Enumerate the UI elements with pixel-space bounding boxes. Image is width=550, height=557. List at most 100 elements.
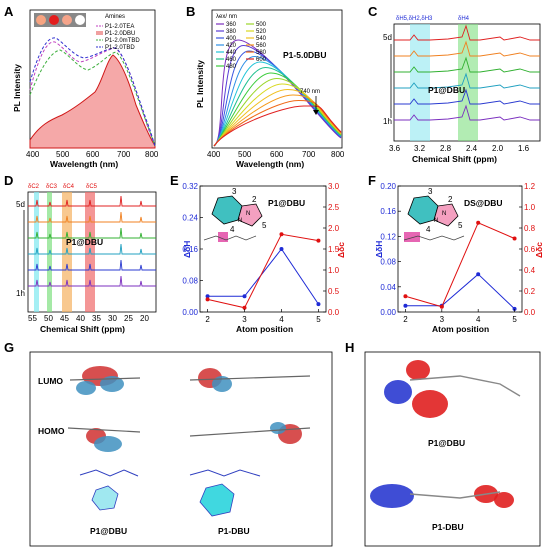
nmr-trace (28, 243, 156, 255)
svg-text:4: 4 (426, 225, 431, 234)
panel-letter-f: F (368, 173, 376, 188)
annotation-740: 740 nm (300, 89, 320, 95)
panel-b: B λex/ nm 360380400420440460480500520540… (186, 4, 345, 169)
svg-text:500: 500 (238, 150, 252, 159)
tick-label: 0.08 (380, 258, 396, 267)
legend-a: P1-2.0TEA P1-2.0DBU P1-2.0mTBD P1-2.0TBD (96, 24, 140, 51)
ylabel-left-f: ΔδH (374, 241, 384, 258)
structures-g (79, 469, 261, 517)
legend-title-b: λex/ nm (216, 14, 237, 20)
data-point (439, 304, 444, 309)
sample-f: DS@DBU (464, 198, 503, 208)
svg-text:3.2: 3.2 (414, 144, 426, 153)
tick-label: 0.4 (524, 266, 536, 275)
svg-text:600: 600 (270, 150, 284, 159)
legend-item: 380 (226, 29, 237, 35)
svg-text:800: 800 (145, 150, 159, 159)
peak-label-c4: δC4 (63, 184, 75, 190)
tick-label: 1.5 (328, 245, 340, 254)
nmr-trace (394, 24, 540, 41)
caption-h-top: P1@DBU (428, 438, 465, 448)
spectra-d (28, 195, 156, 287)
chart-marks-e (205, 232, 321, 310)
svg-text:35: 35 (92, 314, 101, 323)
time-bottom-d: 1h (16, 289, 25, 298)
tick-label: 0.20 (380, 182, 396, 191)
vial-4 (75, 15, 85, 25)
svg-text:30: 30 (108, 314, 117, 323)
legend-item: 400 (226, 36, 237, 42)
spectra-c (394, 24, 540, 121)
legend-item: 500 (256, 22, 267, 28)
curve-mtbd (29, 49, 156, 147)
legend-item: P1-2.0mTBD (105, 38, 140, 44)
caption-h-bottom: P1-DBU (432, 522, 464, 532)
xticks-a: 400 500 600 700 800 (26, 150, 159, 159)
highlight-h523 (410, 24, 430, 141)
panel-letter-g: G (4, 340, 14, 355)
tick-label: 4 (476, 315, 481, 324)
emission-curve (213, 88, 342, 147)
vial-1 (36, 15, 46, 25)
panel-letter-c: C (368, 4, 378, 19)
tick-label: 5 (512, 315, 517, 324)
curve-tbd (29, 37, 156, 147)
xticks-f: 2 3 4 5 (403, 309, 517, 324)
panel-e: E N N 3 2 4 5 P1@DBU ΔδH Δδc 0.00 0.08 0.1… (170, 173, 346, 334)
highlight-c4 (62, 192, 72, 312)
svg-text:700: 700 (302, 150, 316, 159)
legend-item: 440 (226, 50, 237, 56)
caption-g-right: P1-DBU (218, 526, 250, 536)
svg-text:3: 3 (428, 187, 433, 196)
tick-label: 2.0 (328, 224, 340, 233)
legend-item: 600 (256, 57, 267, 63)
emission-curve (213, 105, 342, 147)
svg-text:1.6: 1.6 (518, 144, 530, 153)
data-point (512, 236, 517, 241)
curve-tea (29, 41, 156, 147)
tick-label: 0.00 (182, 308, 198, 317)
yticks-right-f: 0.0 0.2 0.4 0.6 0.8 1.0 1.2 (519, 182, 536, 317)
yticks-right-e: 0.0 0.5 1.0 1.5 2.0 2.5 3.0 (323, 182, 340, 317)
nmr-trace (28, 259, 156, 271)
panel-g: G LUMO HOMO P1@DBU P1-DBU (4, 340, 333, 547)
data-point (242, 294, 247, 299)
peak-label-c3: δC3 (46, 184, 58, 190)
legend-item: 520 (256, 29, 267, 35)
sample-b: P1-5.0DBU (283, 50, 326, 60)
svg-text:500: 500 (56, 150, 70, 159)
series-line (405, 273, 515, 310)
svg-text:400: 400 (26, 150, 40, 159)
sample-e: P1@DBU (268, 198, 305, 208)
ylabel-left-e: ΔδH (182, 241, 192, 258)
vial-strip (34, 13, 86, 27)
label-homo: HOMO (38, 426, 65, 436)
nmr-trace (28, 195, 156, 207)
peak-label-c4: δH4 (458, 16, 470, 22)
tick-label: 4 (279, 315, 284, 324)
xlabel-b: Wavelength (nm) (236, 159, 304, 169)
nmr-trace (394, 56, 540, 73)
svg-text:2: 2 (448, 195, 453, 204)
data-point (403, 303, 408, 308)
emission-curve (213, 99, 342, 147)
xlabel-d: Chemical Shift (ppm) (40, 324, 125, 334)
data-point (403, 294, 408, 299)
ylabel-right-f: Δδc (534, 242, 544, 258)
svg-text:2.4: 2.4 (466, 144, 478, 153)
legend-item: 560 (256, 43, 267, 49)
emission-curve (213, 66, 342, 147)
tick-label: 0.2 (524, 287, 536, 296)
legend-title-a: Amines (105, 14, 125, 20)
xlabel-e: Atom position (236, 324, 293, 334)
highlight-c5 (85, 192, 95, 312)
panel-letter-d: D (4, 173, 13, 188)
svg-text:4: 4 (230, 225, 235, 234)
legend-item: 460 (226, 57, 237, 63)
caption-g-left: P1@DBU (90, 526, 127, 536)
vial-3 (62, 15, 72, 25)
data-point (476, 272, 481, 277)
legend-item: P1-2.0TBD (105, 45, 135, 51)
nmr-trace (28, 275, 156, 287)
